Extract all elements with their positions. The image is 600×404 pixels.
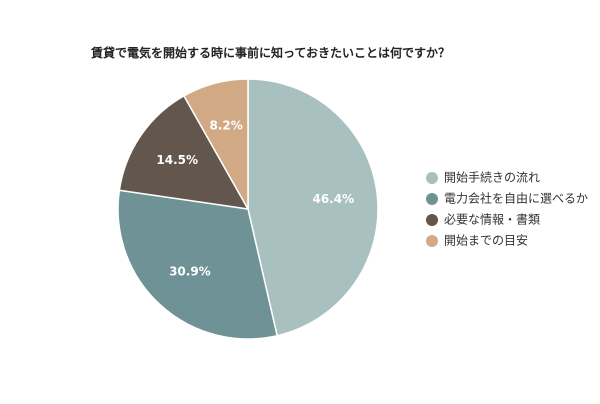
slice-value-label-2: 30.9%: [169, 265, 211, 279]
legend-label-3: 必要な情報・書類: [444, 213, 540, 227]
slice-labels: 46.4% 30.9% 14.5% 8.2%: [156, 119, 354, 279]
legend-swatch-4: [426, 235, 438, 247]
pie-slice-1: [247, 78, 379, 337]
pie-slice-4: [182, 78, 249, 212]
legend-label-1: 開始手続きの流れ: [444, 171, 540, 185]
slice-value-label-4: 8.2%: [209, 119, 242, 133]
legend-label-4: 開始までの目安: [444, 233, 528, 248]
slice-value-label-3: 14.5%: [156, 153, 198, 167]
legend-label-2: 電力会社を自由に選べるか: [444, 191, 588, 206]
pie-slices: [117, 78, 379, 340]
pie-slice-2: [117, 189, 279, 340]
slice-value-label-1: 46.4%: [312, 192, 354, 206]
legend-swatch-1: [426, 172, 438, 184]
pie-slice-3: [118, 94, 250, 210]
legend-swatch-3: [426, 214, 438, 226]
chart-title: 賃貸で電気を開始する時に事前に知っておきたいことは何ですか？: [90, 45, 450, 60]
legend-swatch-2: [426, 193, 438, 205]
